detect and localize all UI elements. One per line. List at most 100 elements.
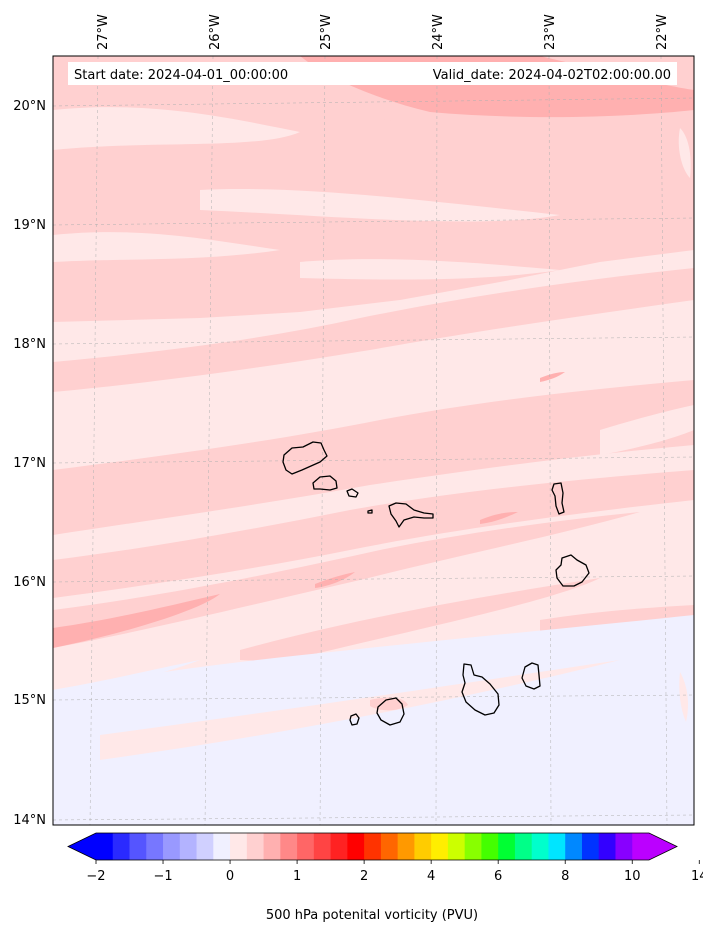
pv-region bbox=[480, 512, 518, 524]
parallel bbox=[53, 456, 694, 464]
colorbar-tick-label: 2 bbox=[360, 869, 368, 884]
colorbar-swatch bbox=[96, 833, 114, 860]
colorbar-swatch bbox=[213, 833, 231, 860]
colorbar-swatch bbox=[615, 833, 633, 860]
colorbar-tick-label: 14 bbox=[691, 869, 703, 884]
colorbar-swatch bbox=[397, 833, 415, 860]
lat-label: 17°N bbox=[13, 456, 46, 471]
island-sal bbox=[551, 482, 565, 515]
colorbar-swatch bbox=[565, 833, 583, 860]
lon-label: 25°W bbox=[319, 14, 334, 50]
pv-region bbox=[300, 259, 560, 280]
lat-label: 16°N bbox=[13, 575, 46, 590]
colorbar-label: 500 hPa potenital vorticity (PVU) bbox=[266, 908, 478, 923]
date-header-box bbox=[68, 62, 677, 85]
lon-label: 27°W bbox=[96, 14, 111, 50]
colorbar-swatch bbox=[280, 833, 298, 860]
meridian bbox=[204, 56, 214, 825]
colorbar-tick-label: 4 bbox=[427, 869, 435, 884]
parallel bbox=[53, 694, 694, 701]
colorbar-outline bbox=[67, 832, 678, 861]
colorbar-swatch bbox=[347, 833, 365, 860]
island-fogo bbox=[376, 697, 405, 726]
parallel bbox=[53, 217, 694, 226]
colorbar-swatch bbox=[196, 833, 214, 860]
island-santiago bbox=[461, 663, 500, 716]
pv-region bbox=[679, 672, 688, 722]
pv-region bbox=[53, 107, 300, 150]
colorbar-swatch bbox=[514, 833, 533, 860]
island-santa-luzia bbox=[346, 488, 359, 498]
colorbar-swatch bbox=[581, 833, 600, 860]
colorbar-swatch bbox=[632, 833, 650, 860]
colorbar-swatch bbox=[330, 833, 348, 860]
lat-label: 19°N bbox=[13, 218, 46, 233]
meridian bbox=[435, 56, 438, 825]
meridian bbox=[660, 56, 668, 825]
colorbar-extend-high bbox=[649, 833, 677, 860]
pv-region bbox=[315, 572, 355, 588]
colorbar-swatch bbox=[598, 833, 616, 860]
map-frame bbox=[52, 55, 695, 826]
gridlines bbox=[53, 56, 694, 825]
colorbar-swatch bbox=[163, 833, 181, 860]
colorbar-swatch bbox=[297, 833, 315, 860]
pv-region bbox=[53, 268, 694, 392]
coastlines bbox=[282, 441, 590, 726]
colorbar: −2 −1 0 1 2 4 6 8 10 14 bbox=[67, 832, 703, 884]
pv-region bbox=[200, 189, 560, 222]
island-brava bbox=[349, 713, 360, 726]
colorbar-swatch bbox=[112, 833, 130, 860]
colorbar-tick-label: −1 bbox=[153, 869, 172, 884]
island-maio bbox=[521, 662, 541, 690]
colorbar-swatch bbox=[414, 833, 432, 860]
lat-label: 20°N bbox=[13, 99, 46, 114]
pv-region bbox=[53, 615, 694, 825]
pv-region bbox=[53, 594, 220, 648]
island-sao-nicolau bbox=[388, 502, 434, 528]
lat-label: 14°N bbox=[13, 813, 46, 828]
lat-label: 18°N bbox=[13, 337, 46, 352]
pv-region bbox=[53, 380, 694, 535]
pv-region bbox=[53, 470, 694, 598]
colorbar-swatch bbox=[313, 833, 332, 860]
island-boa-vista bbox=[555, 554, 590, 587]
colorbar-swatch bbox=[481, 833, 499, 860]
island-raso bbox=[367, 509, 373, 514]
colorbar-tick-label: 8 bbox=[561, 869, 569, 884]
colorbar-swatch bbox=[230, 833, 248, 860]
pv-region bbox=[678, 128, 691, 178]
parallel bbox=[53, 814, 694, 821]
colorbar-swatch bbox=[447, 833, 466, 860]
colorbar-swatch bbox=[364, 833, 382, 860]
colorbar-swatch bbox=[498, 833, 516, 860]
start-date-label: Start date: 2024-04-01_00:00:00 bbox=[74, 68, 288, 83]
meridian bbox=[319, 56, 326, 825]
pv-region bbox=[240, 578, 600, 661]
pv-region bbox=[53, 512, 640, 648]
colorbar-swatch bbox=[263, 833, 281, 860]
colorbar-tick-label: 0 bbox=[226, 869, 234, 884]
meridian bbox=[89, 56, 99, 825]
lon-label: 26°W bbox=[208, 14, 223, 50]
pv-region bbox=[53, 232, 280, 262]
colorbar-swatch bbox=[129, 833, 147, 860]
colorbar-swatch bbox=[380, 833, 399, 860]
colorbar-tick-label: −2 bbox=[86, 869, 105, 884]
pv-field bbox=[53, 56, 694, 825]
colorbar-swatch bbox=[531, 833, 549, 860]
pv-region bbox=[600, 405, 694, 455]
colorbar-tick-label: 6 bbox=[494, 869, 502, 884]
valid-date-label: Valid_date: 2024-04-02T02:00:00.00 bbox=[433, 68, 671, 83]
island-sao-vicente bbox=[312, 475, 338, 491]
lon-label: 23°W bbox=[543, 14, 558, 50]
colorbar-swatch bbox=[246, 833, 264, 860]
lon-label: 22°W bbox=[655, 14, 670, 50]
colorbar-tick-label: 1 bbox=[293, 869, 301, 884]
colorbar-swatch bbox=[179, 833, 197, 860]
parallel bbox=[53, 575, 694, 583]
pv-region bbox=[53, 660, 200, 700]
pv-region bbox=[540, 372, 565, 382]
colorbar-swatch bbox=[548, 833, 566, 860]
